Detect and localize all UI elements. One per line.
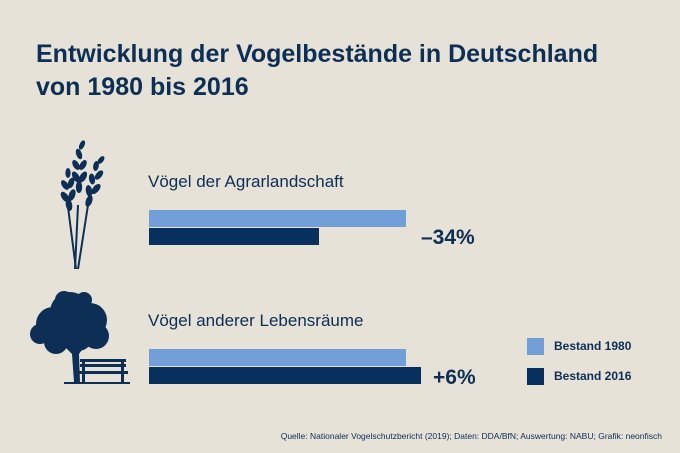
chart-title: Entwicklung der Vogelbestände in Deutsch…: [36, 38, 656, 104]
bar-andere-2016: [149, 367, 422, 384]
legend-swatch-1980: [527, 337, 544, 355]
change-label-andere: +6%: [433, 366, 476, 389]
category-label-agrar: Vögel der Agrarlandschaft: [148, 172, 344, 191]
title-line-2: von 1980 bis 2016: [36, 73, 249, 101]
bar-andere-1980: [149, 349, 406, 366]
wheat-icon: [60, 140, 105, 269]
title-line-1: Entwicklung der Vogelbestände in Deutsch…: [36, 40, 599, 68]
legend-item-2016: Bestand 2016: [527, 367, 631, 385]
legend-swatch-2016: [527, 367, 544, 385]
source-note: Quelle: Nationaler Vogelschutzbericht (2…: [280, 431, 662, 441]
tree-bench-icon: [30, 291, 130, 384]
bar-agrar-2016: [149, 228, 319, 245]
bar-agrar-1980: [149, 210, 406, 227]
legend-label-1980: Bestand 1980: [554, 339, 632, 353]
category-label-andere: Vögel anderer Lebensräume: [148, 311, 364, 330]
legend-item-1980: Bestand 1980: [527, 337, 631, 355]
change-label-agrar: –34%: [421, 226, 475, 249]
legend-label-2016: Bestand 2016: [554, 369, 632, 383]
